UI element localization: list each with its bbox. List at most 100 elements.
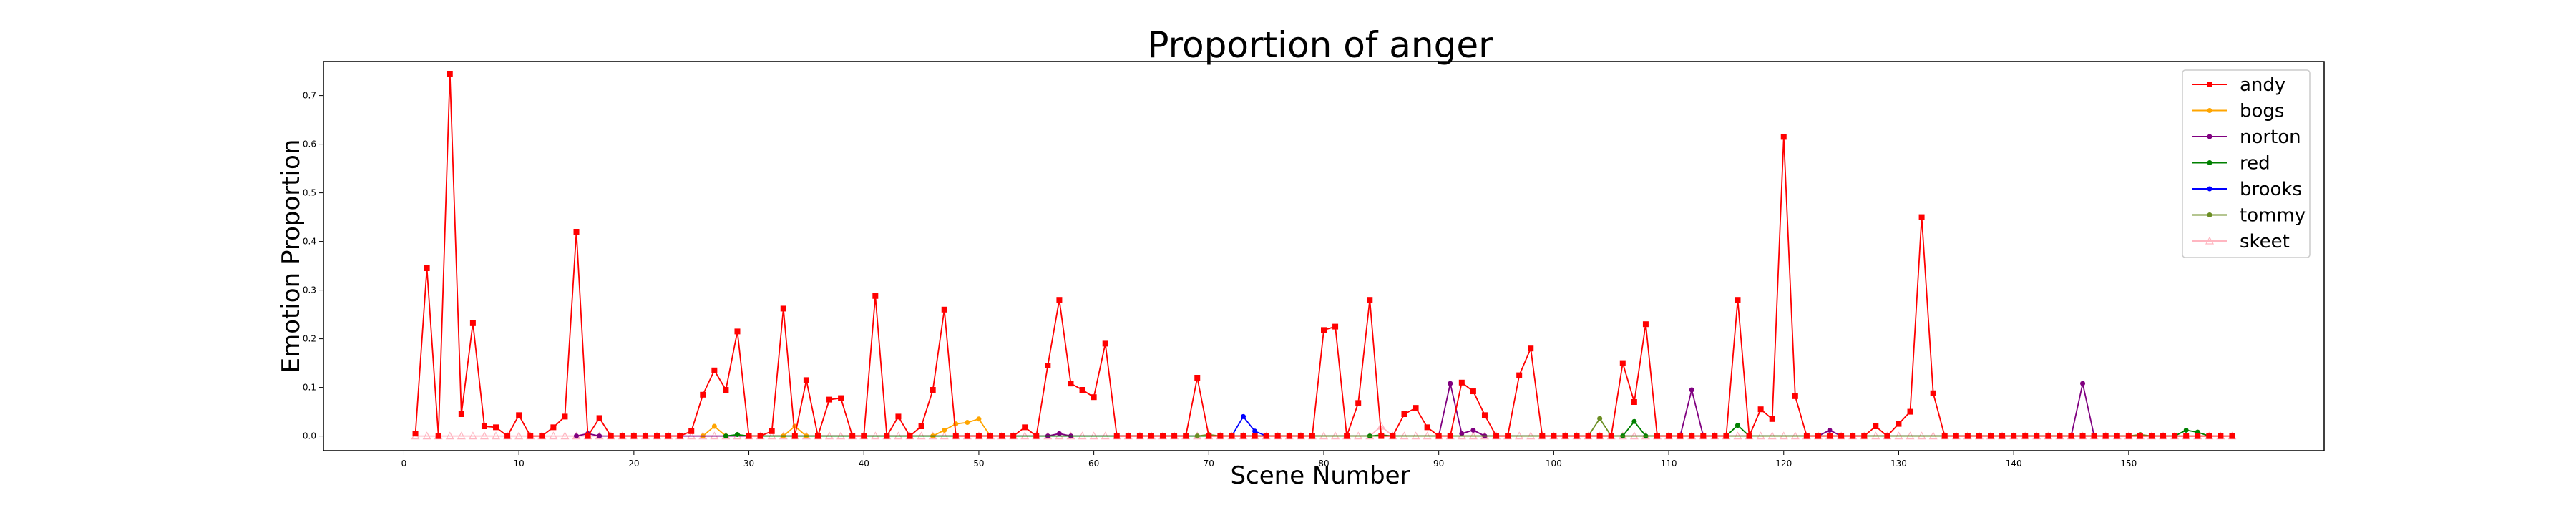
series-norton-point <box>1470 427 1476 433</box>
series-andy-point <box>780 305 786 312</box>
series-andy-point <box>1596 433 1603 439</box>
series-andy-point <box>1435 433 1442 439</box>
series-andy-point <box>1677 433 1684 439</box>
series-andy-point <box>469 320 476 326</box>
series-andy-point <box>895 413 902 420</box>
series-andy-point <box>1528 345 1534 352</box>
series-andy-point <box>2068 433 2074 439</box>
series-andy-point <box>1769 416 1775 422</box>
y-tick-label: 0.3 <box>303 285 316 295</box>
series-andy-point <box>711 367 718 373</box>
series-andy-point <box>1988 433 1994 439</box>
y-tick-label: 0.2 <box>303 334 316 344</box>
series-brooks-point <box>1252 428 1258 434</box>
series-skeet-point <box>549 431 558 440</box>
series-andy-point <box>1160 433 1166 439</box>
series-red-point <box>1631 418 1637 424</box>
series-andy-point <box>700 391 706 398</box>
series-andy-point <box>814 433 821 439</box>
series-norton-point <box>1689 387 1694 393</box>
x-tick-label: 130 <box>1890 458 1907 469</box>
series-tommy-point <box>1194 433 1200 439</box>
series-andy-point <box>1401 411 1407 417</box>
series-andy-point <box>1539 433 1546 439</box>
series-andy-point <box>2114 433 2120 439</box>
series-andy-point <box>1608 433 1614 439</box>
series-andy-point <box>1666 433 1672 439</box>
series-andy-point <box>539 433 545 439</box>
series-andy-point <box>1712 433 1718 439</box>
series-andy-point <box>527 433 534 439</box>
series-andy-point <box>562 413 568 420</box>
series-andy-point <box>665 433 672 439</box>
series-andy-point <box>1757 406 1764 413</box>
y-tick-label: 0.7 <box>303 91 316 101</box>
y-tick-label: 0.1 <box>303 383 316 393</box>
series-andy-point <box>769 428 775 434</box>
series-andy-point <box>1367 297 1373 303</box>
series-andy-point <box>975 433 982 439</box>
series-skeet-point <box>514 431 524 440</box>
series-andy-point <box>1321 327 1327 333</box>
series-andy-point <box>2034 433 2040 439</box>
series-andy-point <box>1183 433 1189 439</box>
x-tick-label: 10 <box>514 458 525 469</box>
series-andy-point <box>999 433 1005 439</box>
legend-box <box>2182 69 2311 258</box>
series-andy-point <box>1274 433 1281 439</box>
series-tommy-point <box>1597 416 1603 421</box>
series-andy-point <box>1907 408 1913 415</box>
series-andy-point <box>2160 433 2167 439</box>
series-andy-point <box>1136 433 1143 439</box>
chart-title: Proportion of anger <box>1147 24 1493 66</box>
series-andy-point <box>1850 433 1856 439</box>
series-andy <box>412 71 2235 439</box>
series-andy-point <box>435 433 441 439</box>
series-andy-point <box>1516 372 1523 378</box>
series-andy-point <box>573 229 580 235</box>
series-andy-point <box>1217 433 1224 439</box>
series-andy-point <box>1252 433 1258 439</box>
legend-label: tommy <box>2240 205 2306 227</box>
series-andy-point <box>424 265 430 271</box>
series-andy-point <box>757 433 763 439</box>
series-andy-point <box>1470 388 1476 395</box>
series-andy-point <box>447 71 453 77</box>
legend-item-bogs: bogs <box>2192 101 2284 122</box>
x-axis-ticks: 0 10 20 30 40 50 60 70 80 90 100 110 120 130 140 150 <box>401 451 2137 469</box>
series-andy-point <box>1033 433 1040 439</box>
series-andy-point <box>1780 134 1787 140</box>
series-andy-point <box>1229 433 1235 439</box>
y-axis-ticks: 0.0 0.1 0.2 0.3 0.4 0.5 0.6 0.7 <box>303 91 323 441</box>
series-andy-point <box>1148 433 1154 439</box>
series-andy-point <box>2172 433 2178 439</box>
series-andy-point <box>642 433 648 439</box>
series-andy-point <box>1481 412 1488 418</box>
series-andy-point <box>596 415 602 421</box>
series-andy-point <box>1953 433 1959 439</box>
series-red-point <box>2183 427 2189 433</box>
series-andy-point <box>1045 363 1051 368</box>
series-andy-point <box>1286 433 1292 439</box>
series-andy-point <box>1735 297 1741 303</box>
series-andy-point <box>1206 433 1212 439</box>
series-andy-point <box>1079 387 1085 393</box>
series-andy-point <box>677 433 683 439</box>
legend-andy-point <box>2207 82 2212 87</box>
legend-bogs-point <box>2207 108 2212 113</box>
series-andy-point <box>1930 390 1936 396</box>
legend-red-point <box>2207 160 2212 165</box>
series-andy-point <box>1424 424 1430 431</box>
x-tick-label: 0 <box>401 458 407 469</box>
series-andy-point <box>734 328 741 335</box>
legend-skeet-point <box>2205 236 2215 245</box>
legend-label: brooks <box>2240 179 2302 200</box>
series-andy-point <box>412 431 419 437</box>
series-andy-point <box>2045 433 2051 439</box>
series-andy-point <box>585 433 591 439</box>
series-andy-point <box>1884 433 1890 439</box>
series-andy-point <box>952 433 959 439</box>
legend-label: red <box>2240 153 2270 175</box>
x-tick-label: 20 <box>628 458 639 469</box>
legend-item-norton: norton <box>2192 127 2301 148</box>
